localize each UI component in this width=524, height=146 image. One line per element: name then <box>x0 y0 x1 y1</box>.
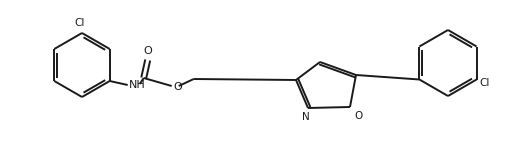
Text: O: O <box>174 82 182 92</box>
Text: O: O <box>354 111 362 121</box>
Text: Cl: Cl <box>75 18 85 28</box>
Text: N: N <box>302 112 310 122</box>
Text: Cl: Cl <box>479 78 490 87</box>
Text: NH: NH <box>129 80 146 90</box>
Text: O: O <box>144 46 152 56</box>
